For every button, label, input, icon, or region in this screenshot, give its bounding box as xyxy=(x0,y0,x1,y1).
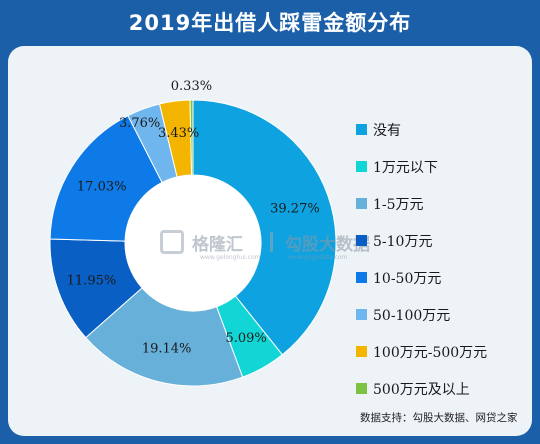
legend-item: 50-100万元 xyxy=(356,296,526,333)
watermark-brand2: 勾股大数据 xyxy=(285,235,370,255)
slice-value-label: 39.27% xyxy=(270,201,320,216)
slice-value-label: 19.14% xyxy=(142,342,192,357)
legend-swatch xyxy=(356,198,367,209)
slice-value-label: 0.33% xyxy=(171,79,212,94)
donut-slices xyxy=(49,99,337,387)
legend-label: 1-5万元 xyxy=(373,196,424,213)
slice-value-label: 3.76% xyxy=(119,116,160,131)
slice-value-label: 5.09% xyxy=(225,331,266,346)
chart-legend: 没有 1万元以下 1-5万元 5-10万元 10-50万元 50-100万元 100万元-5… xyxy=(356,111,526,407)
legend-swatch xyxy=(356,346,367,357)
legend-item: 100万元-500万元 xyxy=(356,333,526,370)
donut-value-labels: 39.27% 5.09% 19.14% 11.95% 17.03% 3.76%3.43% 0… xyxy=(67,79,320,357)
watermark-brand1-url: www.gelonghui.com xyxy=(200,254,261,261)
gelonghui-logo-icon xyxy=(160,230,184,254)
legend-item: 1万元以下 xyxy=(356,148,526,185)
legend-swatch xyxy=(356,272,367,283)
legend-label: 1万元以下 xyxy=(373,159,438,176)
legend-item: 1-5万元 xyxy=(356,185,526,222)
legend-item: 没有 xyxy=(356,111,526,148)
watermark-brand1: 格隆汇 xyxy=(192,235,243,255)
legend-swatch xyxy=(356,309,367,320)
chart-title: 2019年出借人踩雷金额分布 xyxy=(128,11,412,35)
donut-hole xyxy=(125,175,261,311)
legend-label: 50-100万元 xyxy=(373,307,451,324)
legend-label: 5-10万元 xyxy=(373,233,433,250)
legend-swatch xyxy=(356,235,367,246)
slice-value-label: 3.43% xyxy=(158,126,199,141)
legend-label: 100万元-500万元 xyxy=(373,344,488,361)
legend-label: 500万元及以上 xyxy=(373,381,470,398)
donut-slice xyxy=(85,287,244,387)
data-source: 数据支持：勾股大数据、网贷之家 xyxy=(360,412,518,424)
gogu-logo-icon xyxy=(270,232,283,252)
legend-swatch xyxy=(356,383,367,394)
slice-value-label: 17.03% xyxy=(77,179,127,194)
watermark-brand2-url: www.gogudata.com xyxy=(288,254,348,261)
legend-item: 5-10万元 xyxy=(356,222,526,259)
legend-item: 10-50万元 xyxy=(356,259,526,296)
legend-label: 10-50万元 xyxy=(373,270,442,287)
legend-label: 没有 xyxy=(373,122,401,139)
legend-item: 500万元及以上 xyxy=(356,370,526,407)
slice-value-label: 11.95% xyxy=(67,274,117,289)
legend-swatch xyxy=(356,124,367,135)
watermark: 格隆汇 www.gelonghui.com 勾股大数据 www.gogudata… xyxy=(160,228,410,268)
legend-swatch xyxy=(356,161,367,172)
